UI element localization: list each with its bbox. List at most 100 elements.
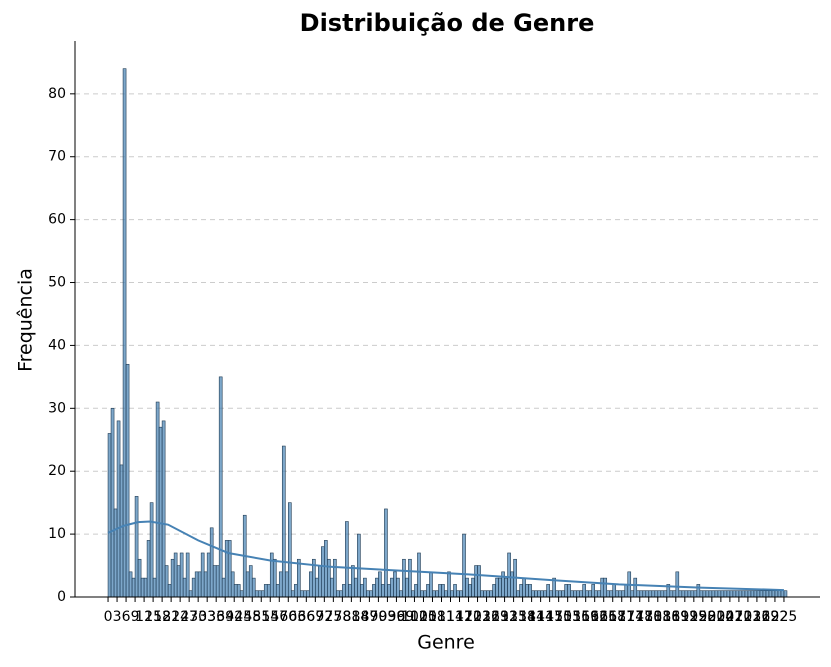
bar (188, 590, 193, 598)
x-tick-label: 96 (388, 609, 406, 625)
bar (155, 401, 160, 598)
x-tick-label: 24 (171, 609, 189, 625)
bar (696, 584, 701, 598)
bar (287, 502, 292, 598)
x-tick-label: 57 (270, 609, 288, 625)
x-tick-label: 213 (735, 609, 762, 625)
bar (420, 590, 424, 598)
bar (648, 590, 653, 598)
x-tick-label: 132 (491, 609, 518, 625)
x-axis-label: Genre (417, 632, 475, 654)
x-tick-label: 51 (252, 609, 270, 625)
bar (381, 584, 385, 598)
y-tick-label: 0 (57, 589, 66, 605)
bar (681, 590, 686, 598)
bar (260, 590, 265, 598)
x-tick-label: 108 (419, 609, 446, 625)
x-tick-label: 147 (536, 609, 563, 625)
bar (200, 552, 205, 598)
bar (543, 590, 547, 598)
x-tick-label: 159 (572, 609, 599, 625)
bar (354, 577, 358, 598)
x-tick-label: 42 (225, 609, 243, 625)
bar (366, 590, 370, 598)
bar (149, 502, 154, 598)
bar (218, 376, 223, 598)
bar (486, 590, 490, 598)
bar (768, 590, 773, 598)
bar (275, 584, 280, 598)
bar (660, 590, 665, 598)
y-tick-label: 50 (48, 275, 66, 291)
bar (783, 590, 788, 598)
bar (435, 590, 439, 598)
bar (618, 590, 623, 598)
bar (281, 445, 286, 598)
bar (483, 590, 487, 598)
x-tick-label: 75 (324, 609, 342, 625)
bar (462, 533, 466, 598)
bar (717, 590, 722, 598)
bar (185, 552, 190, 598)
bar (591, 584, 595, 598)
bar (209, 527, 214, 598)
bar (342, 584, 346, 598)
y-tick-label: 80 (48, 86, 66, 102)
bar (236, 584, 241, 598)
bar (714, 590, 719, 598)
bar (333, 558, 337, 598)
bar (489, 590, 493, 598)
bar (327, 558, 331, 598)
bar (594, 590, 599, 598)
x-tick-label: 66 (297, 609, 315, 625)
x-tick-label: 174 (617, 609, 644, 625)
bar (179, 552, 184, 598)
bar (278, 571, 283, 598)
chart-title: Distribuição de Genre (300, 9, 595, 37)
x-tick-label: 162 (581, 609, 608, 625)
x-tick-label: 219 (753, 609, 780, 625)
bar (495, 577, 499, 598)
x-tick-label: 30 (189, 609, 207, 625)
x-tick-label: 72 (315, 609, 333, 625)
bar (750, 590, 755, 598)
bar (558, 590, 562, 598)
bar (636, 590, 641, 598)
bar (549, 590, 553, 598)
bar (576, 590, 580, 598)
bar (233, 584, 238, 598)
bar (684, 590, 689, 598)
bar (612, 584, 617, 598)
bar (191, 577, 196, 598)
bar (146, 540, 151, 598)
bar (624, 584, 629, 598)
bar (372, 584, 376, 598)
bar (519, 584, 523, 598)
x-tick-label: 105 (410, 609, 437, 625)
bar (657, 590, 662, 598)
bar (642, 590, 647, 598)
bar (609, 590, 614, 598)
bar (230, 571, 235, 598)
x-tick-label: 39 (216, 609, 234, 625)
bar (753, 590, 758, 598)
bar (669, 590, 674, 598)
bar (363, 577, 367, 598)
bar (546, 584, 550, 598)
bar (645, 590, 650, 598)
bar (417, 552, 421, 598)
bar (534, 590, 538, 598)
x-tick-label: 135 (500, 609, 527, 625)
bar (555, 590, 559, 598)
x-tick-label: 36 (207, 609, 225, 625)
bar (396, 577, 400, 598)
bar (639, 590, 644, 598)
bar (423, 590, 427, 598)
x-tick-label: 165 (590, 609, 617, 625)
bar (756, 590, 761, 598)
y-tick-label: 60 (48, 212, 66, 228)
bar (672, 590, 677, 598)
bar (414, 584, 418, 598)
x-tick-label: 150 (545, 609, 572, 625)
x-tick-label: 222 (762, 609, 789, 625)
